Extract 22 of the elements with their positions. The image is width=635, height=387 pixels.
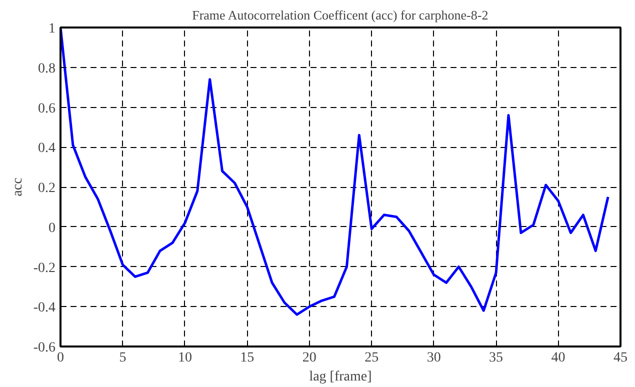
y-tick-label: 0.2	[38, 181, 56, 196]
y-tick-label: 1	[48, 22, 56, 36]
x-tick-label: 30	[426, 350, 441, 366]
x-tick-label: 45	[614, 350, 628, 366]
x-tick-label: 20	[302, 350, 316, 366]
y-tick-label: 0.6	[38, 101, 56, 116]
y-tick-label: -0.4	[33, 300, 56, 316]
y-tick-label: 0	[48, 220, 56, 236]
x-tick-label: 15	[240, 350, 254, 366]
y-tick-label: 0.8	[38, 61, 56, 76]
y-axis-title: acc	[10, 178, 26, 196]
x-axis-title: lag [frame]	[309, 370, 372, 384]
y-tick-label: 0.4	[38, 141, 56, 156]
y-tick-label: -0.2	[33, 260, 56, 276]
y-tick-label: -0.6	[33, 340, 56, 356]
x-tick-label: 35	[489, 350, 504, 366]
x-tick-label: 5	[119, 350, 126, 366]
chart-title: Frame Autocorrelation Coefficent (acc) for carphone-8-2	[192, 8, 488, 22]
line-series	[60, 28, 610, 316]
x-tick-label: 10	[178, 350, 192, 366]
x-tick-label: 40	[551, 350, 566, 366]
x-tick-label: 25	[364, 350, 379, 366]
